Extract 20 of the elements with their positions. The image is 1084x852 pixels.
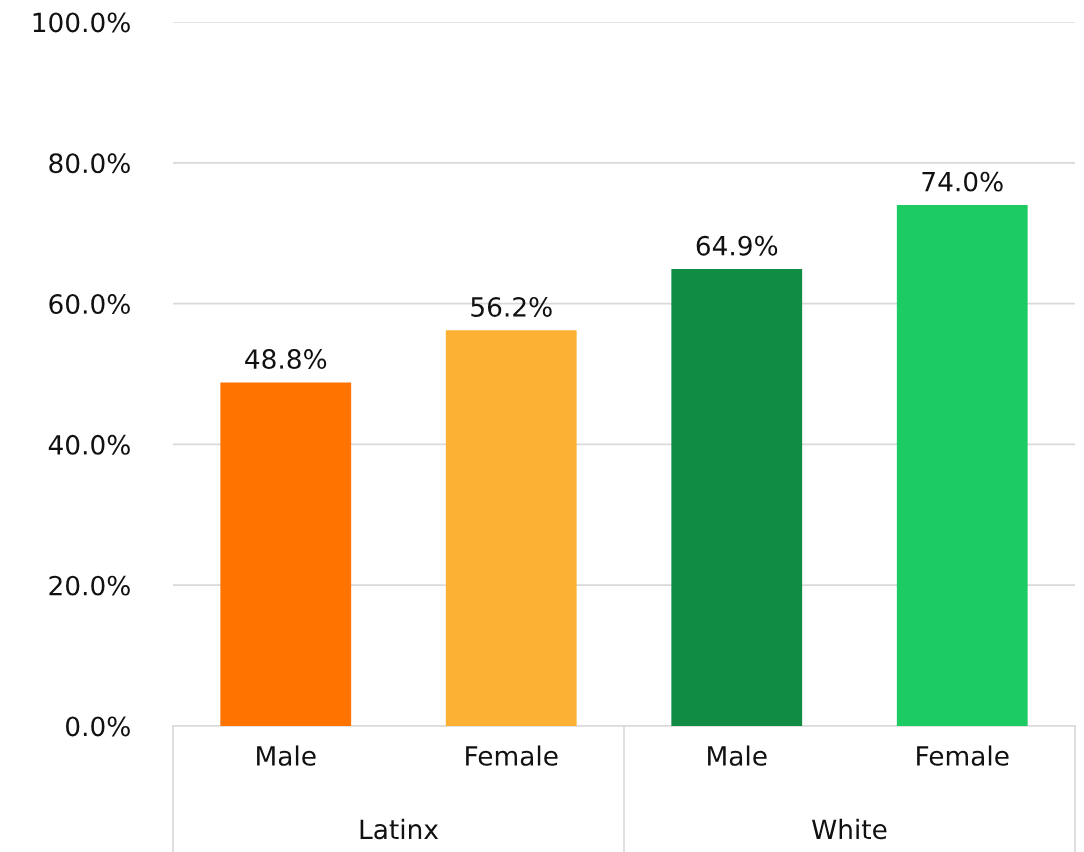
y-tick-label: 60.0% [49, 294, 130, 314]
bar [220, 382, 352, 726]
y-tick-label: 40.0% [48, 434, 130, 455]
text: White [812, 818, 887, 840]
data-label: 56.2% [471, 296, 552, 317]
x-tick-label: Male [708, 745, 767, 766]
y-tick-label: 0.0% [66, 716, 130, 737]
data-label: 74.0% [922, 171, 1003, 192]
y-tick-label: 20.0% [49, 575, 130, 596]
y-tick-label: 100.0% [33, 12, 130, 33]
data-label: 64.9% [696, 235, 778, 256]
x-tick-label: Female [917, 745, 1009, 766]
data-label: 48.8% [245, 349, 327, 369]
bar [445, 330, 577, 726]
text: Latinx [360, 818, 439, 840]
y-tick-label: 80.0% [49, 153, 130, 174]
x-tick-label: Female [466, 745, 558, 766]
x-tick-label: Male [257, 745, 316, 766]
bar [671, 269, 803, 726]
bar [896, 205, 1028, 726]
